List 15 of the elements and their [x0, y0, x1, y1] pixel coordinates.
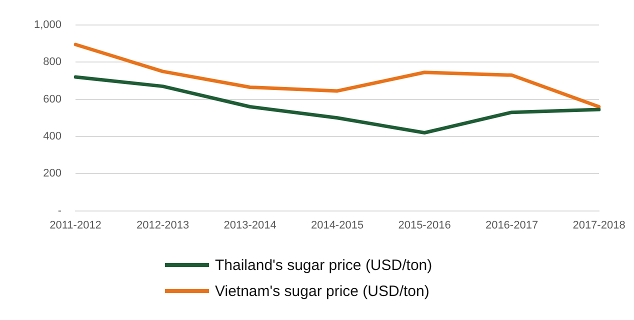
y-tick-label: 600	[43, 93, 62, 106]
y-tick-label: -	[58, 204, 62, 217]
x-tick-label: 2016-2017	[485, 219, 538, 232]
x-tick-label: 2017-2018	[572, 219, 626, 232]
x-tick-label: 2015-2016	[398, 219, 451, 232]
y-tick-label: 200	[43, 168, 62, 180]
x-tick-label: 2012-2013	[136, 219, 190, 232]
y-tick-label: 400	[43, 130, 62, 143]
x-tick-label: 2011-2012	[50, 219, 102, 232]
x-tick-label: 2013-2014	[224, 219, 276, 232]
x-tick-label: 2014-2015	[310, 219, 364, 232]
legend-label: Thailand's sugar price (USD/ton)	[215, 256, 432, 274]
y-tick-label: 800	[43, 56, 62, 68]
y-tick-label: 1,000	[34, 19, 62, 32]
legend-label: Vietnam's sugar price (USD/ton)	[215, 282, 430, 300]
